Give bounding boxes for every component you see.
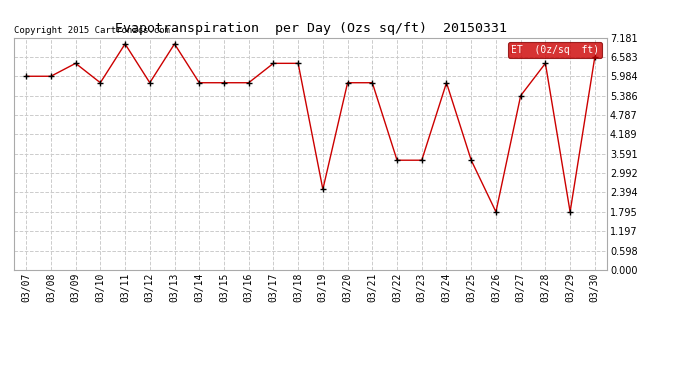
Text: Copyright 2015 Cartronics.com: Copyright 2015 Cartronics.com [14, 26, 170, 35]
Title: Evapotranspiration  per Day (Ozs sq/ft)  20150331: Evapotranspiration per Day (Ozs sq/ft) 2… [115, 22, 506, 35]
Legend: ET  (0z/sq  ft): ET (0z/sq ft) [509, 42, 602, 58]
